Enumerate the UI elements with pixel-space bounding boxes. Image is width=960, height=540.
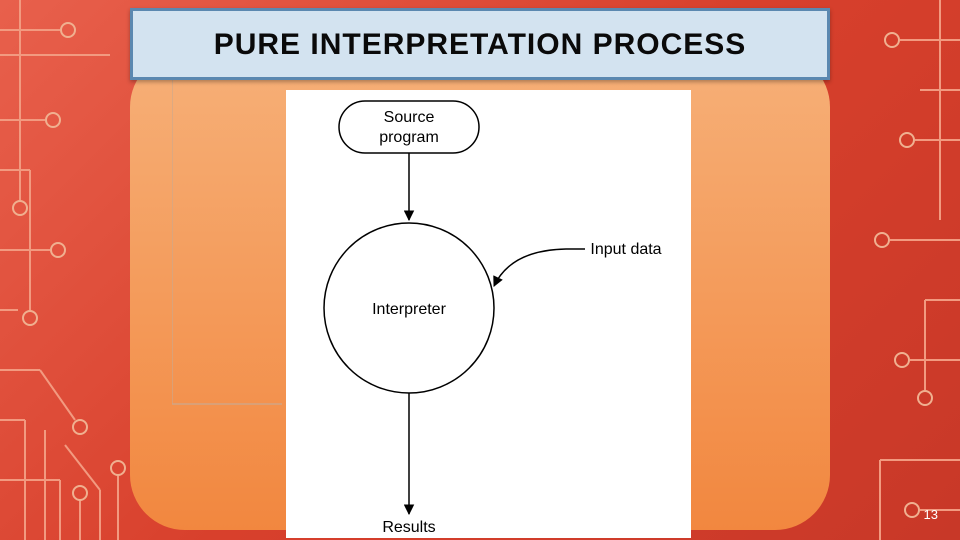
node-interpreter-label: Interpreter: [372, 301, 446, 318]
edge-input-interpreter: [494, 249, 585, 286]
slide-title: PURE INTERPRETATION PROCESS: [214, 28, 747, 61]
slide-title-box: PURE INTERPRETATION PROCESS: [130, 8, 830, 80]
node-source-label-2: program: [379, 129, 439, 146]
page-number: 13: [924, 507, 938, 522]
diagram-panel: Source program Interpreter Results Input…: [286, 90, 691, 538]
node-input-label: Input data: [590, 241, 661, 258]
node-source-label-1: Source: [384, 109, 435, 126]
flowchart: Source program Interpreter Results Input…: [286, 90, 691, 538]
node-results-label: Results: [382, 519, 435, 536]
circuit-decoration-right: [820, 0, 960, 540]
